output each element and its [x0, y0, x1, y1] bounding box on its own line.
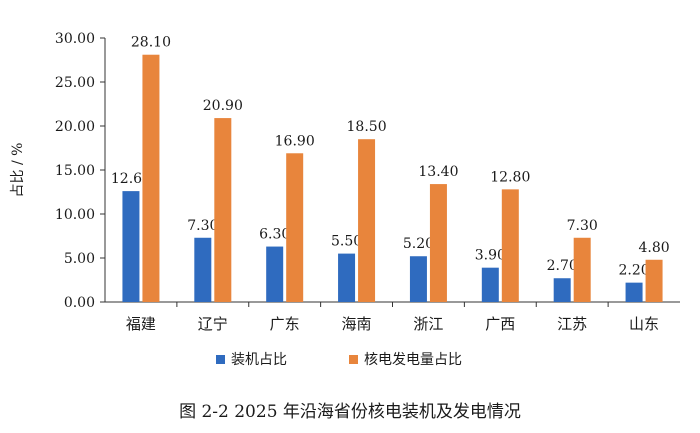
bar-installed	[553, 278, 571, 302]
bar-chart: 0.00 5.00 10.00 15.00 20.00 25.00 30.00 占比 / % 福…	[10, 31, 680, 333]
y-tick-label: 15.00	[55, 163, 95, 179]
legend-swatch-installed	[216, 354, 225, 364]
figure-caption: 图 2-2 2025 年沿海省份核电装机及发电情况	[179, 402, 521, 422]
y-axis-title: 占比 / %	[10, 143, 26, 198]
bar-generation	[429, 184, 447, 302]
data-label-generation: 12.80	[490, 169, 530, 185]
x-tick-label: 广西	[485, 315, 515, 333]
y-tick-label: 30.00	[55, 31, 95, 47]
data-label-generation: 4.80	[638, 240, 669, 256]
data-label-installed: 2.20	[618, 263, 649, 279]
chart-legend: 装机占比 核电发电量占比	[216, 349, 462, 369]
data-label-generation: 28.10	[131, 35, 171, 51]
legend-item-installed: 装机占比	[216, 349, 287, 369]
bar-installed	[625, 282, 643, 302]
bar-generation	[645, 259, 663, 302]
bar-generation	[501, 189, 519, 302]
x-tick-label: 广东	[270, 315, 300, 333]
bar-generation	[214, 118, 232, 302]
legend-label-installed: 装机占比	[231, 352, 287, 368]
x-tick-label: 福建	[126, 315, 156, 333]
data-label-installed: 5.50	[331, 234, 362, 250]
bar-installed	[194, 237, 212, 302]
y-tick-label: 25.00	[55, 75, 95, 91]
data-label-generation: 18.50	[347, 119, 387, 135]
bar-generation	[358, 139, 376, 302]
legend-item-generation: 核电发电量占比	[349, 349, 462, 369]
data-label-generation: 20.90	[203, 98, 243, 114]
bar-generation	[142, 54, 160, 302]
data-label-generation: 7.30	[567, 218, 598, 234]
x-tick-label: 辽宁	[198, 315, 228, 333]
data-label-installed: 3.90	[475, 248, 506, 264]
data-label-installed: 7.30	[187, 218, 218, 234]
y-tick-label: 0.00	[64, 295, 95, 311]
bar-installed	[481, 267, 499, 302]
x-tick-label: 海南	[342, 315, 372, 333]
data-label-generation: 16.90	[275, 133, 315, 149]
y-tick-label: 10.00	[55, 207, 95, 223]
legend-swatch-generation	[349, 354, 358, 364]
x-tick-label: 山东	[629, 315, 659, 333]
y-tick-label: 20.00	[55, 119, 95, 135]
y-tick-label: 5.00	[64, 251, 95, 267]
x-tick-label: 江苏	[557, 315, 587, 333]
bar-generation	[286, 153, 304, 302]
x-tick-label: 浙江	[413, 315, 443, 333]
bar-installed	[122, 191, 140, 302]
bar-installed	[266, 246, 284, 302]
bar-generation	[573, 237, 591, 302]
bar-installed	[338, 253, 356, 302]
data-label-installed: 12.60	[111, 171, 151, 187]
data-label-installed: 2.70	[547, 258, 578, 274]
data-label-generation: 13.40	[418, 164, 458, 180]
data-label-installed: 5.20	[403, 236, 434, 252]
legend-label-generation: 核电发电量占比	[364, 352, 462, 368]
data-label-installed: 6.30	[259, 227, 290, 243]
bar-installed	[409, 256, 427, 302]
